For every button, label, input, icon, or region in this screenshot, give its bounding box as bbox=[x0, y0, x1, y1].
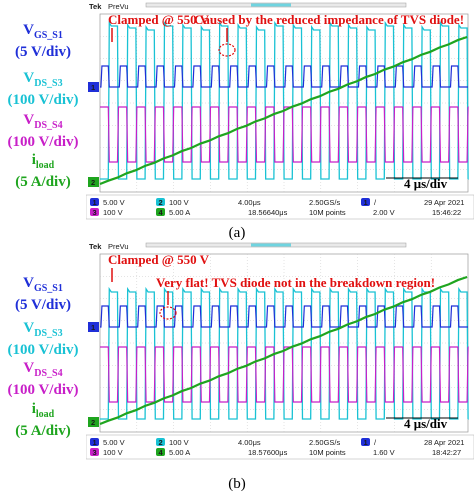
ch4-chip bbox=[156, 208, 165, 216]
ch4-chip bbox=[156, 448, 165, 456]
trig-pos: 18.56640μs bbox=[248, 208, 288, 217]
ch1-marker bbox=[88, 322, 99, 332]
ch2-scale: 100 V bbox=[169, 198, 189, 207]
status-bar bbox=[86, 194, 474, 220]
ch3-num: 3 bbox=[93, 208, 97, 217]
ch1-marker-label: 1 bbox=[91, 323, 95, 332]
record-window bbox=[251, 243, 291, 247]
ch2-marker-label: 2 bbox=[91, 418, 95, 427]
date: 28 Apr 2021 bbox=[424, 438, 464, 447]
record-length: 10M points bbox=[309, 448, 346, 457]
time-div: 4.00μs bbox=[238, 438, 261, 447]
ch3-scale: 100 V bbox=[103, 208, 123, 217]
ch2-num: 2 bbox=[159, 438, 163, 447]
sample-rate: 2.50GS/s bbox=[309, 198, 341, 207]
trace-vds-s4 bbox=[100, 106, 469, 163]
label-vds-s4: VDS_S4 (100 V/div) bbox=[7, 112, 79, 150]
panel-a: VGS_S1 (5 V/div) VDS_S3 (100 V/div) VDS_… bbox=[0, 0, 474, 248]
trig-ch-chip bbox=[361, 198, 370, 206]
brand-label: Tek bbox=[89, 242, 102, 251]
label-vds-s3: VDS_S3 (100 V/div) bbox=[7, 320, 79, 358]
annotation-impedance: Caused by the reduced impedance of TVS d… bbox=[194, 12, 464, 27]
panel-b: VGS_S1 (5 V/div) VDS_S3 (100 V/div) VDS_… bbox=[0, 238, 474, 497]
ch1-num: 1 bbox=[93, 438, 97, 447]
label-iload: iload (5 A/div) bbox=[15, 152, 71, 190]
status-bar bbox=[86, 434, 474, 460]
ch1-chip bbox=[90, 438, 99, 446]
trace-vgs-s1 bbox=[100, 65, 468, 88]
scope-plot-b: Tek PreVu 1 2 Clamped @ 550 V Very flat! TVS … bbox=[86, 240, 474, 460]
ch4-scale: 5.00 A bbox=[169, 208, 190, 217]
annotation-clamped: Clamped @ 550 V bbox=[108, 252, 210, 267]
callout-circle bbox=[218, 43, 236, 57]
time-div: 4.00μs bbox=[238, 198, 261, 207]
trace-iload bbox=[99, 275, 468, 426]
ch1-chip bbox=[90, 198, 99, 206]
trig-ch-num: 1 bbox=[364, 438, 368, 447]
label-vds-s4: VDS_S4 (100 V/div) bbox=[7, 360, 79, 398]
mode-label: PreVu bbox=[108, 242, 129, 251]
ch2-num: 2 bbox=[159, 198, 163, 207]
time-div-label: 4 μs/div bbox=[404, 416, 448, 431]
oscilloscope-screen-a: Tek PreVu 1 2 Clamped @ 550 V Caused by the r… bbox=[86, 0, 474, 238]
ch1-num: 1 bbox=[93, 198, 97, 207]
ch2-chip bbox=[156, 438, 165, 446]
ch1-marker-label: 1 bbox=[91, 83, 95, 92]
brand-label: Tek bbox=[89, 2, 102, 11]
label-iload: iload (5 A/div) bbox=[15, 401, 71, 439]
mode-label: PreVu bbox=[108, 2, 129, 11]
annotation-flat: Very flat! TVS diode not in the breakdow… bbox=[156, 275, 435, 290]
label-vgs-s1: VGS_S1 (5 V/div) bbox=[15, 22, 71, 60]
caption-a: (a) bbox=[228, 225, 246, 241]
trig-level: 1.60 V bbox=[373, 448, 395, 457]
ch3-scale: 100 V bbox=[103, 448, 123, 457]
ch2-marker bbox=[88, 417, 99, 427]
trace-iload bbox=[99, 35, 468, 186]
record-length: 10M points bbox=[309, 208, 346, 217]
ch4-num: 4 bbox=[159, 208, 164, 217]
ch2-chip bbox=[156, 198, 165, 206]
ch3-num: 3 bbox=[93, 448, 97, 457]
time-div-label: 4 μs/div bbox=[404, 176, 448, 191]
time: 18:42:27 bbox=[432, 448, 461, 457]
trace-vds-s3 bbox=[100, 20, 469, 180]
trace-vds-s3 bbox=[100, 286, 469, 420]
annotations: Clamped @ 550 V Very flat! TVS diode not … bbox=[108, 252, 435, 320]
trig-ch-scale: / bbox=[374, 198, 377, 207]
time: 15:46:22 bbox=[432, 208, 461, 217]
trig-ch-chip bbox=[361, 438, 370, 446]
ch4-num: 4 bbox=[159, 448, 164, 457]
ch1-scale: 5.00 V bbox=[103, 438, 125, 447]
sample-rate: 2.50GS/s bbox=[309, 438, 341, 447]
ch2-scale: 100 V bbox=[169, 438, 189, 447]
date: 29 Apr 2021 bbox=[424, 198, 464, 207]
trig-pos: 18.57600μs bbox=[248, 448, 288, 457]
trace-vgs-s1 bbox=[100, 305, 468, 328]
record-window bbox=[251, 3, 291, 7]
ch1-scale: 5.00 V bbox=[103, 198, 125, 207]
ch1-marker bbox=[88, 82, 99, 92]
ch3-chip bbox=[90, 448, 99, 456]
oscilloscope-screen-b: Tek PreVu 1 2 Clamped @ 550 V Very flat! TVS … bbox=[86, 240, 474, 476]
annotation-clamped: Clamped @ 550 V bbox=[108, 12, 210, 27]
trig-ch-scale: / bbox=[374, 438, 377, 447]
ch4-scale: 5.00 A bbox=[169, 448, 190, 457]
caption-b: (b) bbox=[228, 476, 246, 492]
label-vds-s3: VDS_S3 (100 V/div) bbox=[7, 70, 79, 108]
ch3-chip bbox=[90, 208, 99, 216]
label-vgs-s1: VGS_S1 (5 V/div) bbox=[15, 275, 71, 313]
trace-vds-s4 bbox=[100, 346, 469, 403]
trig-level: 2.00 V bbox=[373, 208, 395, 217]
ch2-marker bbox=[88, 177, 99, 187]
ch2-marker-label: 2 bbox=[91, 178, 95, 187]
callout-circle bbox=[159, 306, 177, 320]
trig-ch-num: 1 bbox=[364, 198, 368, 207]
